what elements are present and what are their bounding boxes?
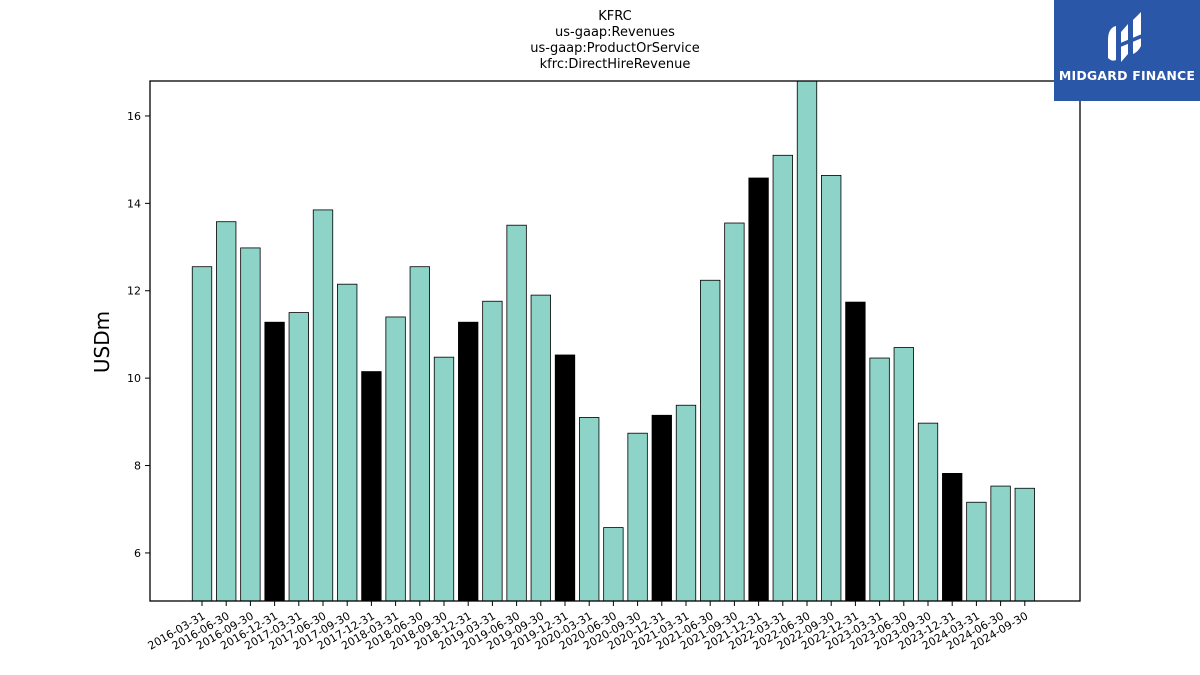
bar-2022-06-30	[796, 80, 818, 602]
bar-2024-03-31	[966, 501, 987, 602]
bar-2024-09-30	[1014, 487, 1035, 602]
bar-2021-09-30	[724, 222, 745, 602]
bar-2022-03-31	[772, 154, 793, 602]
bar-2019-12-31	[554, 354, 576, 602]
y-tick-label: 16	[127, 110, 141, 123]
bar-2017-09-30	[337, 283, 358, 602]
bar-2019-06-30	[506, 224, 527, 602]
title-line-1: KFRC	[598, 9, 631, 24]
brand-logo: MIDGARD FINANCE	[1054, 0, 1200, 101]
bar-2021-03-31	[675, 404, 697, 602]
plot-frame	[149, 80, 1081, 602]
brand-name: MIDGARD FINANCE	[1058, 68, 1196, 83]
bar-2016-06-30	[216, 221, 237, 602]
bar-2020-12-31	[651, 414, 672, 602]
bar-2024-06-30	[990, 485, 1011, 602]
title-line-3: us-gaap:ProductOrService	[530, 41, 700, 56]
bar-2023-03-31	[869, 357, 890, 602]
bar-2019-03-31	[482, 300, 503, 602]
chart-title: KFRC us-gaap:Revenues us-gaap:ProductOrS…	[530, 9, 700, 72]
bar-2023-09-30	[917, 422, 939, 602]
bar-2019-09-30	[530, 294, 551, 602]
y-ticks-group: 6 8 10 12 14 16	[127, 110, 150, 560]
midgard-logo-icon	[1108, 12, 1142, 62]
bar-2017-06-30	[312, 209, 334, 602]
bar-2020-06-30	[603, 527, 624, 602]
bar-2018-09-30	[433, 356, 455, 602]
bar-2020-03-31	[579, 417, 600, 602]
y-tick-label: 8	[134, 460, 141, 473]
title-line-4: kfrc:DirectHireRevenue	[540, 57, 691, 72]
bar-2021-12-31	[748, 177, 769, 602]
bar-2022-12-31	[845, 301, 866, 602]
bar-2018-12-31	[458, 321, 479, 602]
title-line-2: us-gaap:Revenues	[555, 25, 675, 40]
y-axis-label: USDm	[90, 311, 114, 373]
y-tick-label: 10	[127, 372, 141, 385]
bar-2018-06-30	[409, 266, 430, 602]
bar-2021-06-30	[700, 279, 721, 602]
bar-2016-09-30	[240, 247, 261, 602]
bars-group	[191, 80, 1035, 602]
bar-2016-12-31	[264, 321, 285, 602]
x-ticks-group: 2016-03-312016-06-302016-09-302016-12-31…	[146, 601, 1030, 653]
y-tick-label: 14	[127, 197, 141, 210]
bar-2020-09-30	[627, 432, 648, 602]
bar-2017-12-31	[361, 371, 382, 602]
bar-2022-09-30	[821, 174, 842, 602]
bar-2016-03-31	[191, 266, 213, 602]
y-tick-label: 6	[134, 547, 141, 560]
bar-2018-03-31	[385, 316, 406, 602]
bar-2023-06-30	[893, 347, 914, 602]
bar-2017-03-31	[288, 312, 309, 602]
y-tick-label: 12	[127, 285, 141, 298]
bar-2023-12-31	[942, 472, 963, 602]
